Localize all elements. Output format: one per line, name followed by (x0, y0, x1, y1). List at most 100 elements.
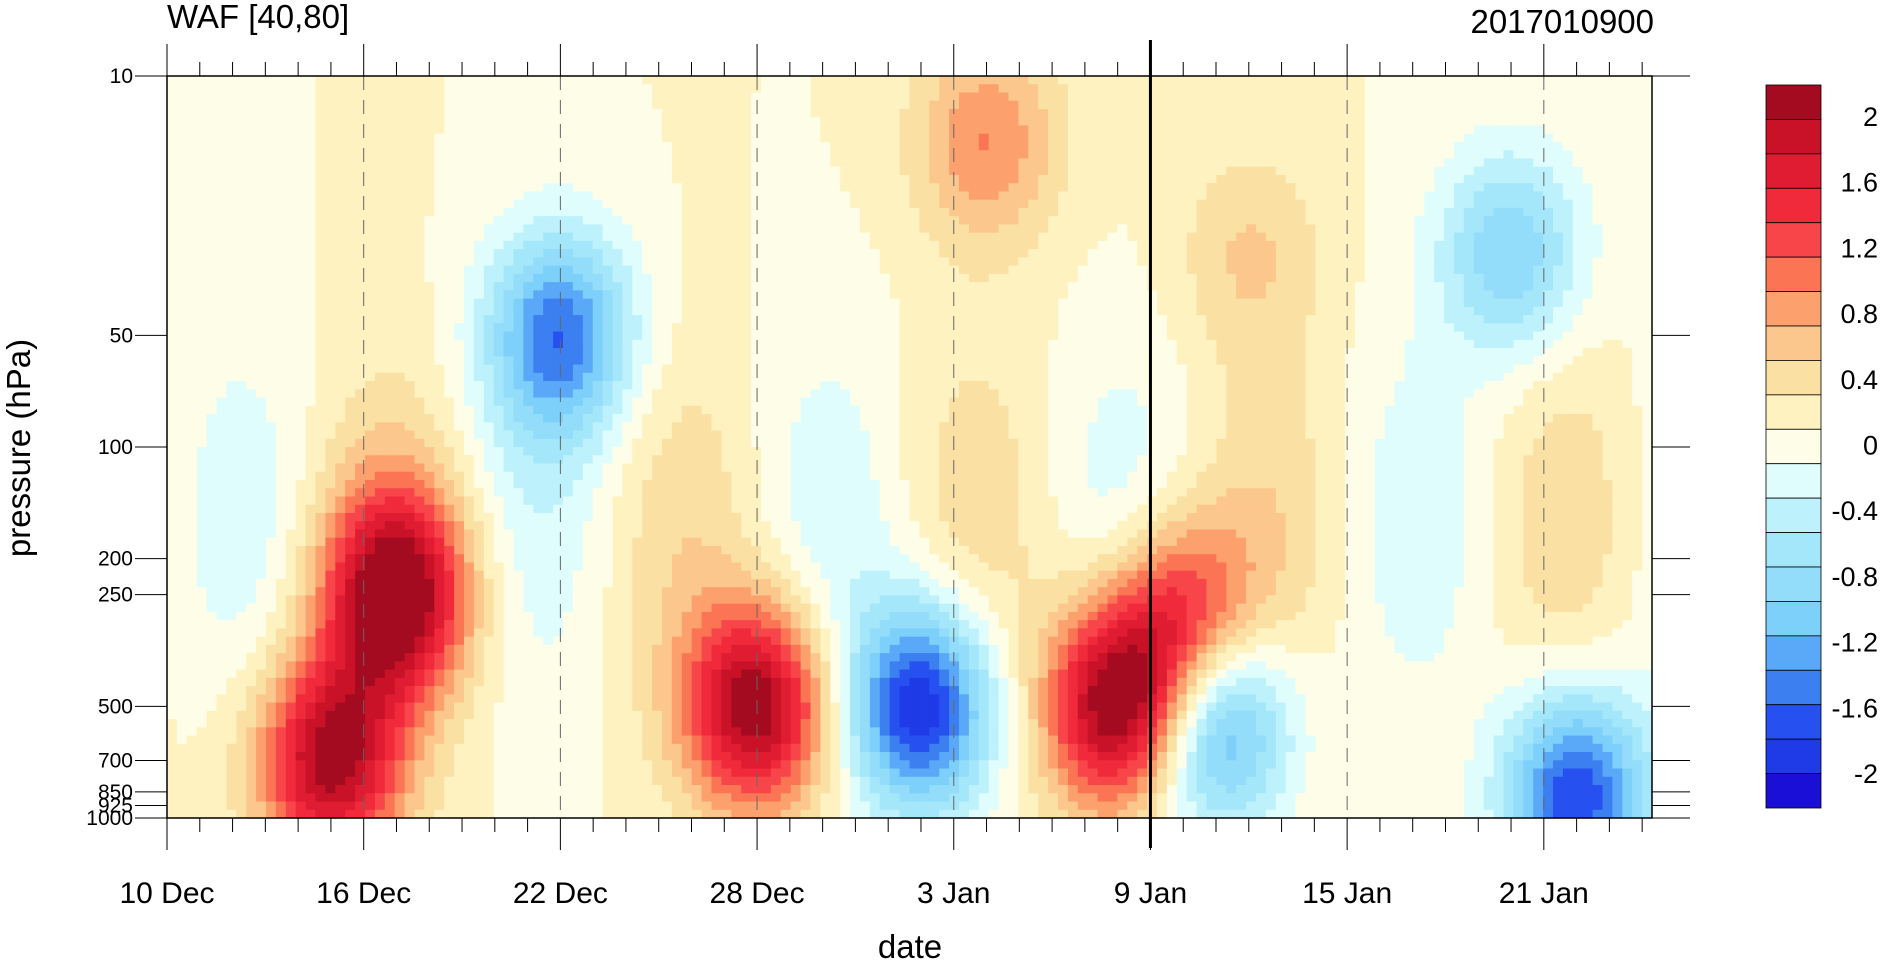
field-cell (612, 537, 623, 547)
field-cell (602, 801, 614, 811)
field-cell (246, 240, 257, 250)
field-cell (266, 735, 277, 745)
field-cell (404, 455, 416, 465)
field-cell (394, 265, 406, 275)
field-cell (444, 331, 455, 341)
field-cell (176, 719, 188, 728)
field-cell (236, 298, 247, 308)
field-cell (285, 397, 297, 407)
field-cell (176, 84, 188, 94)
field-cell (503, 158, 515, 168)
field-cell (355, 570, 366, 580)
field-cell (295, 545, 307, 555)
field-cell (642, 785, 653, 794)
field-cell (563, 422, 574, 432)
field-cell (246, 224, 257, 234)
field-cell (167, 92, 178, 102)
field-cell (454, 702, 465, 712)
field-cell (622, 496, 633, 506)
field-cell (671, 554, 683, 564)
field-cell (424, 84, 435, 94)
field-cell (612, 282, 623, 291)
field-cell (563, 463, 574, 473)
field-cell (563, 719, 574, 728)
field-cell (394, 636, 406, 646)
field-cell (662, 537, 673, 547)
field-cell (533, 240, 544, 250)
field-cell (186, 587, 198, 596)
field-cell (464, 471, 475, 481)
field-cell (167, 776, 178, 786)
field-cell (553, 92, 564, 102)
field-cell (602, 430, 614, 440)
field-cell (246, 529, 257, 539)
field-cell (582, 768, 594, 778)
field-cell (523, 752, 534, 761)
field-cell (523, 76, 534, 85)
field-cell (186, 348, 198, 357)
field-cell (167, 290, 178, 300)
field-cell (454, 323, 465, 333)
field-cell (691, 240, 703, 250)
field-cell (266, 249, 277, 258)
field-cell (325, 117, 336, 127)
field-cell (691, 257, 703, 267)
field-cell (592, 644, 604, 654)
field-cell (652, 108, 663, 118)
field-cell (186, 727, 198, 737)
field-cell (454, 141, 465, 151)
field-cell (483, 224, 495, 234)
field-cell (662, 694, 673, 704)
field-cell (612, 562, 623, 572)
field-cell (642, 405, 653, 415)
field-cell (374, 249, 386, 258)
field-cell (444, 719, 455, 728)
field-cell (394, 364, 406, 374)
field-cell (454, 216, 465, 225)
field-cell (622, 743, 633, 753)
field-cell (345, 207, 356, 217)
field-cell (533, 117, 544, 127)
field-cell (681, 644, 693, 654)
field-cell (543, 578, 554, 588)
field-cell (414, 207, 425, 217)
field-cell (434, 100, 445, 110)
field-cell (681, 752, 693, 761)
field-cell (622, 760, 633, 770)
field-cell (513, 743, 524, 753)
field-cell (246, 414, 257, 423)
field-cell (632, 628, 643, 638)
field-cell (533, 512, 544, 522)
field-cell (592, 809, 604, 819)
field-cell (176, 677, 188, 687)
field-cell (266, 554, 277, 564)
field-cell (503, 562, 515, 572)
field-cell (305, 273, 317, 283)
field-cell (513, 76, 524, 85)
field-cell (563, 529, 574, 539)
field-cell (434, 108, 445, 118)
field-cell (493, 315, 505, 324)
field-cell (493, 471, 505, 481)
field-cell (167, 364, 178, 374)
field-cell (256, 133, 267, 143)
field-cell (464, 397, 475, 407)
field-cell (503, 776, 515, 786)
field-cell (176, 702, 188, 712)
field-cell (285, 207, 297, 217)
field-cell (236, 521, 247, 531)
field-cell (315, 521, 326, 531)
field-cell (701, 620, 713, 629)
field-cell (513, 710, 524, 720)
field-cell (543, 801, 554, 811)
field-cell (295, 323, 307, 333)
field-cell (563, 364, 574, 374)
field-cell (572, 92, 584, 102)
field-cell (533, 694, 544, 704)
field-cell (176, 686, 188, 695)
field-cell (384, 364, 396, 374)
field-cell (246, 405, 257, 415)
field-cell (285, 554, 297, 564)
field-cell (365, 661, 376, 671)
field-cell (662, 735, 673, 745)
